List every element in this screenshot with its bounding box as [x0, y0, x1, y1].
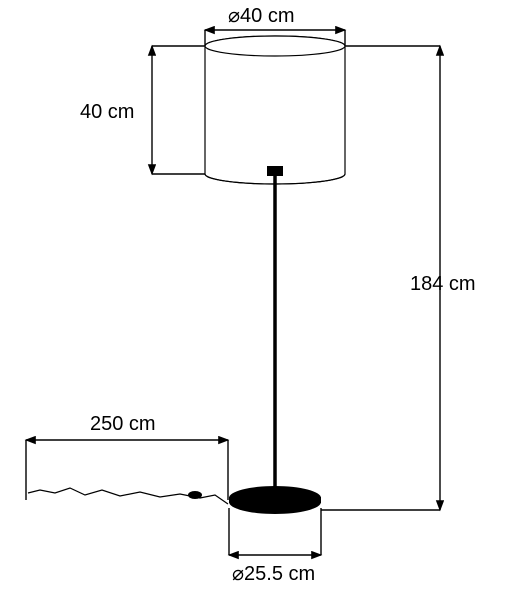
dim-cord-length: 250 cm: [90, 413, 156, 435]
dim-total-height: 184 cm: [410, 273, 476, 295]
dim-shade-height: 40 cm: [80, 101, 134, 123]
lamp-shade: [205, 36, 345, 184]
lamp-dimension-diagram: ⌀40 cm 40 cm 184 cm 250 cm ⌀25.5 cm: [0, 0, 524, 600]
lamp-socket: [267, 166, 283, 176]
cord-switch: [188, 491, 202, 499]
dim-base-diameter: ⌀25.5 cm: [232, 563, 315, 585]
dim-shade-diameter: ⌀40 cm: [228, 5, 295, 27]
